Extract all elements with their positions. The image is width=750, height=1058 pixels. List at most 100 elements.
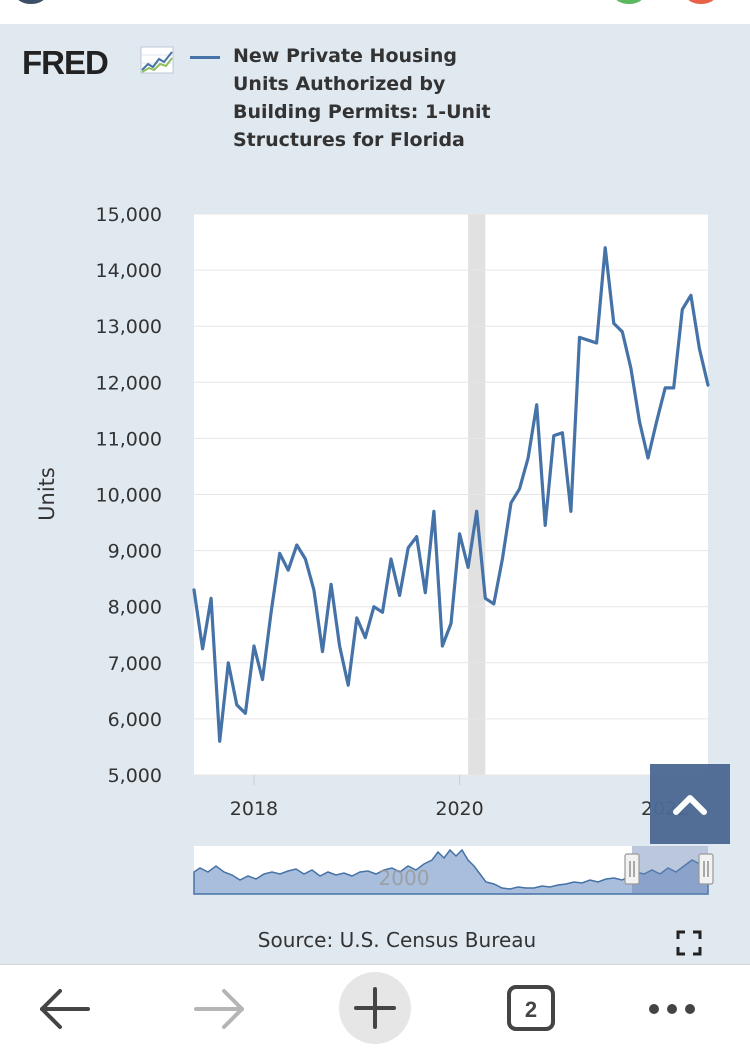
y-tick-label: 12,000 <box>96 372 162 394</box>
y-tick-label: 9,000 <box>108 541 162 563</box>
fullscreen-icon[interactable] <box>676 930 702 956</box>
y-tick-label: 10,000 <box>96 485 162 507</box>
data-point[interactable] <box>584 336 592 344</box>
data-point[interactable] <box>301 555 309 563</box>
y-axis-title: Units <box>35 467 59 521</box>
data-point[interactable] <box>404 544 412 552</box>
tabs-button[interactable]: 2 <box>481 965 581 1053</box>
data-point[interactable] <box>601 244 609 252</box>
data-point[interactable] <box>618 328 626 336</box>
y-tick-label: 15,000 <box>96 204 162 226</box>
y-tick-label: 5,000 <box>108 765 162 787</box>
data-point[interactable] <box>216 737 224 745</box>
data-point[interactable] <box>421 589 429 597</box>
data-point[interactable] <box>704 381 712 389</box>
data-point[interactable] <box>661 384 669 392</box>
data-point[interactable] <box>447 620 455 628</box>
data-point[interactable] <box>524 454 532 462</box>
data-point[interactable] <box>635 418 643 426</box>
tab-count: 2 <box>525 997 537 1022</box>
navigator-handle-right[interactable] <box>698 853 714 885</box>
data-point[interactable] <box>687 291 695 299</box>
data-point[interactable] <box>576 333 584 341</box>
data-point[interactable] <box>670 384 678 392</box>
y-tick-label: 13,000 <box>96 316 162 338</box>
data-point[interactable] <box>396 591 404 599</box>
data-point[interactable] <box>413 533 421 541</box>
y-tick-label: 11,000 <box>96 428 162 450</box>
data-point[interactable] <box>678 305 686 313</box>
status-dot-red <box>686 0 716 4</box>
data-point[interactable] <box>644 454 652 462</box>
data-point[interactable] <box>533 401 541 409</box>
back-button[interactable] <box>14 965 114 1053</box>
data-point[interactable] <box>310 586 318 594</box>
data-point[interactable] <box>695 345 703 353</box>
series-line[interactable] <box>192 246 710 743</box>
data-point[interactable] <box>293 541 301 549</box>
data-point[interactable] <box>370 603 378 611</box>
range-navigator[interactable]: 2000 <box>193 846 714 895</box>
data-point[interactable] <box>284 566 292 574</box>
data-point[interactable] <box>430 507 438 515</box>
data-point[interactable] <box>558 429 566 437</box>
browser-status-area <box>0 0 750 24</box>
data-point[interactable] <box>353 614 361 622</box>
back-arrow-icon <box>40 989 90 1029</box>
data-point[interactable] <box>276 549 284 557</box>
data-point[interactable] <box>233 701 241 709</box>
source-note: Source: U.S. Census Bureau <box>257 928 537 952</box>
data-point[interactable] <box>593 339 601 347</box>
line-chart: 5,000 6,000 7,000 8,000 9,000 10,000 11,000 12,… <box>35 204 714 895</box>
data-point[interactable] <box>456 530 464 538</box>
data-point[interactable] <box>336 642 344 650</box>
data-point[interactable] <box>567 507 575 515</box>
data-point[interactable] <box>327 580 335 588</box>
y-tick-label: 8,000 <box>108 597 162 619</box>
scroll-to-top-button[interactable] <box>650 764 730 844</box>
navigator-selected-range[interactable] <box>632 846 708 894</box>
data-point[interactable] <box>438 642 446 650</box>
data-point[interactable] <box>319 648 327 656</box>
data-point[interactable] <box>610 319 618 327</box>
data-point[interactable] <box>464 563 472 571</box>
data-point[interactable] <box>259 676 267 684</box>
data-point[interactable] <box>241 709 249 717</box>
forward-arrow-icon <box>194 989 244 1029</box>
chevron-up-icon <box>673 795 707 815</box>
data-point[interactable] <box>199 645 207 653</box>
y-tick-label: 7,000 <box>108 653 162 675</box>
forward-button[interactable] <box>170 965 270 1053</box>
data-point[interactable] <box>653 418 661 426</box>
legend-label: New Private Housing Units Authorized by … <box>233 45 491 151</box>
data-point[interactable] <box>190 586 198 594</box>
navigator-tick-label: 2000 <box>379 866 430 890</box>
status-dot-left <box>16 0 46 4</box>
data-point[interactable] <box>507 499 515 507</box>
x-tick-label: 2018 <box>230 798 278 820</box>
data-point[interactable] <box>224 659 232 667</box>
data-point[interactable] <box>481 594 489 602</box>
data-point[interactable] <box>267 608 275 616</box>
navigator-handle-left[interactable] <box>624 853 640 885</box>
data-point[interactable] <box>473 507 481 515</box>
more-menu-button[interactable] <box>622 965 722 1053</box>
data-point[interactable] <box>378 608 386 616</box>
new-tab-button[interactable] <box>325 965 425 1053</box>
data-point[interactable] <box>541 521 549 529</box>
fred-logo[interactable]: FRED <box>22 44 109 81</box>
data-point[interactable] <box>627 364 635 372</box>
data-point[interactable] <box>387 555 395 563</box>
legend-swatch <box>190 56 220 59</box>
data-point[interactable] <box>344 681 352 689</box>
data-point[interactable] <box>490 600 498 608</box>
data-point[interactable] <box>361 634 369 642</box>
data-point[interactable] <box>207 594 215 602</box>
tab-count-icon: 2 <box>507 985 555 1031</box>
browser-toolbar: 2 <box>0 964 750 1053</box>
data-point[interactable] <box>550 432 558 440</box>
data-point[interactable] <box>250 642 258 650</box>
data-point[interactable] <box>516 485 524 493</box>
data-point[interactable] <box>498 555 506 563</box>
y-tick-label: 14,000 <box>96 260 162 282</box>
